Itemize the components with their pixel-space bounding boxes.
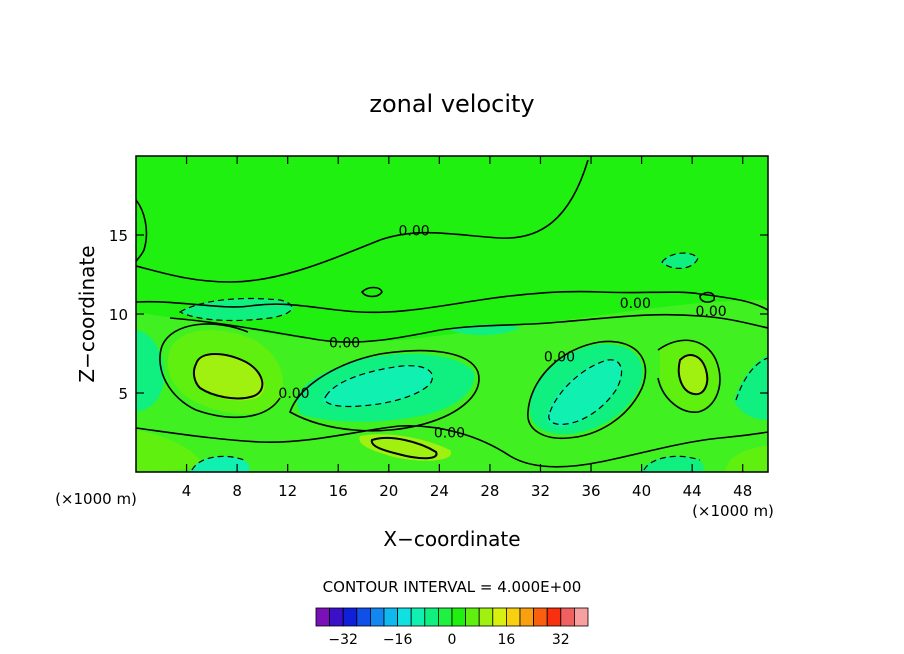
zero-contour-bottom (136, 424, 768, 468)
y-tick-label: 15 (109, 227, 128, 245)
contour-plot-area: 0.00 0.00 0.00 0.00 0.00 0.00 0.00 (136, 156, 768, 472)
zero-contour-left-edge (136, 199, 148, 263)
colorbar-swatch (519, 607, 535, 627)
x-tick-label: 28 (480, 482, 499, 500)
colorbar-swatch (492, 607, 507, 627)
negative-contour-upper-right (661, 252, 699, 269)
zero-contour-left-blob (159, 323, 281, 419)
zero-contour-right (657, 339, 721, 413)
zero-contour-mid (136, 290, 768, 314)
colorbar-swatch (546, 607, 562, 627)
colorbar-swatch (369, 607, 385, 627)
y-axis-label: Z−coordinate (75, 245, 99, 382)
colorbar-swatch (478, 607, 494, 627)
colorbar-tick-label: −32 (328, 632, 358, 648)
colorbar-swatch (329, 607, 344, 627)
colorbar-swatch (424, 607, 439, 627)
colorbar-swatch (437, 607, 453, 627)
colorbar-ticks: −32 −16 0 16 32 (328, 632, 569, 648)
contour-label: 0.00 (329, 335, 360, 351)
negative-core-center (322, 365, 433, 407)
negative-region-right-edge (734, 356, 768, 420)
colorbar-swatch (356, 607, 371, 627)
y-tick-label: 10 (109, 306, 128, 324)
positive-contour-left-core (192, 353, 264, 400)
colorbar-swatch (560, 607, 575, 627)
colorbar-swatch (505, 607, 521, 627)
negative-pocket-bottom-left (190, 456, 250, 472)
positive-contour-right-core (677, 354, 709, 396)
chart-title: zonal velocity (369, 90, 534, 118)
zero-contour-center (289, 349, 480, 432)
zero-contour-lower (169, 313, 768, 343)
y-tick-label: 5 (118, 385, 128, 403)
positive-band-bottom-mid (359, 434, 452, 461)
contour-label: 0.00 (434, 426, 465, 442)
x-axis-label: X−coordinate (383, 527, 520, 551)
x-unit-left: (×1000 m) (55, 490, 137, 508)
colorbar-tick-label: 0 (448, 632, 457, 648)
zero-contour-upper (136, 159, 589, 283)
negative-contour-right-core (548, 359, 623, 425)
colorbar-swatch (451, 607, 467, 627)
contour-island-2 (699, 291, 716, 303)
colorbar-swatch (342, 607, 358, 627)
positive-contour-bottom-mid (370, 436, 438, 460)
positive-band-bottom-right (724, 446, 768, 472)
x-tick-label: 44 (683, 482, 702, 500)
negative-contour-center-core (324, 365, 433, 408)
y-axis-ticks: 5 10 15 (109, 227, 768, 403)
contour-label: 0.00 (620, 296, 651, 312)
x-tick-label: 24 (430, 482, 449, 500)
zero-contour-right-trough (527, 340, 647, 439)
x-tick-label: 36 (581, 482, 600, 500)
x-tick-label: 40 (632, 482, 651, 500)
positive-band-bottom-left (136, 430, 201, 472)
colorbar-swatch (410, 607, 426, 627)
colorbar-swatch (465, 607, 480, 627)
positive-core-right (677, 355, 708, 395)
colorbar-tick-label: 32 (552, 632, 570, 648)
contour-island-1 (360, 286, 383, 298)
colorbar-swatch (533, 607, 548, 627)
x-tick-label: 4 (182, 482, 192, 500)
colorbar-tick-label: −16 (383, 632, 413, 648)
x-unit-right: (×1000 m) (692, 502, 774, 520)
colorbar-swatch (574, 607, 589, 627)
x-tick-label: 48 (733, 482, 752, 500)
negative-contour-bottom-left (191, 455, 245, 471)
colorbar-swatch (397, 607, 412, 627)
x-tick-label: 20 (379, 482, 398, 500)
x-axis-ticks: 4 8 12 16 20 24 28 32 36 40 44 48 (182, 156, 752, 500)
x-tick-label: 16 (329, 482, 348, 500)
x-tick-label: 32 (531, 482, 550, 500)
colorbar (315, 607, 589, 627)
negative-region-upper-right (660, 253, 698, 269)
contour-labels: 0.00 0.00 0.00 0.00 0.00 0.00 0.00 (278, 223, 726, 441)
negative-core-right (546, 359, 622, 427)
x-tick-label: 8 (232, 482, 242, 500)
positive-core-left (193, 352, 265, 401)
negative-region-left-edge (136, 330, 165, 412)
contour-label: 0.00 (544, 350, 575, 366)
colorbar-swatch (315, 607, 331, 627)
contour-label: 0.00 (278, 386, 309, 402)
contour-label: 0.00 (398, 223, 429, 239)
negative-contour-upper-left (178, 297, 293, 322)
colorbar-tick-label: 16 (497, 632, 515, 648)
negative-contour-bottom-right (643, 455, 701, 471)
contour-label: 0.00 (696, 304, 727, 320)
contour-interval-text: CONTOUR INTERVAL = 4.000E+00 (323, 578, 582, 596)
x-tick-label: 12 (278, 482, 297, 500)
colorbar-swatch (383, 607, 399, 627)
negative-contour-right-edge (735, 357, 768, 401)
